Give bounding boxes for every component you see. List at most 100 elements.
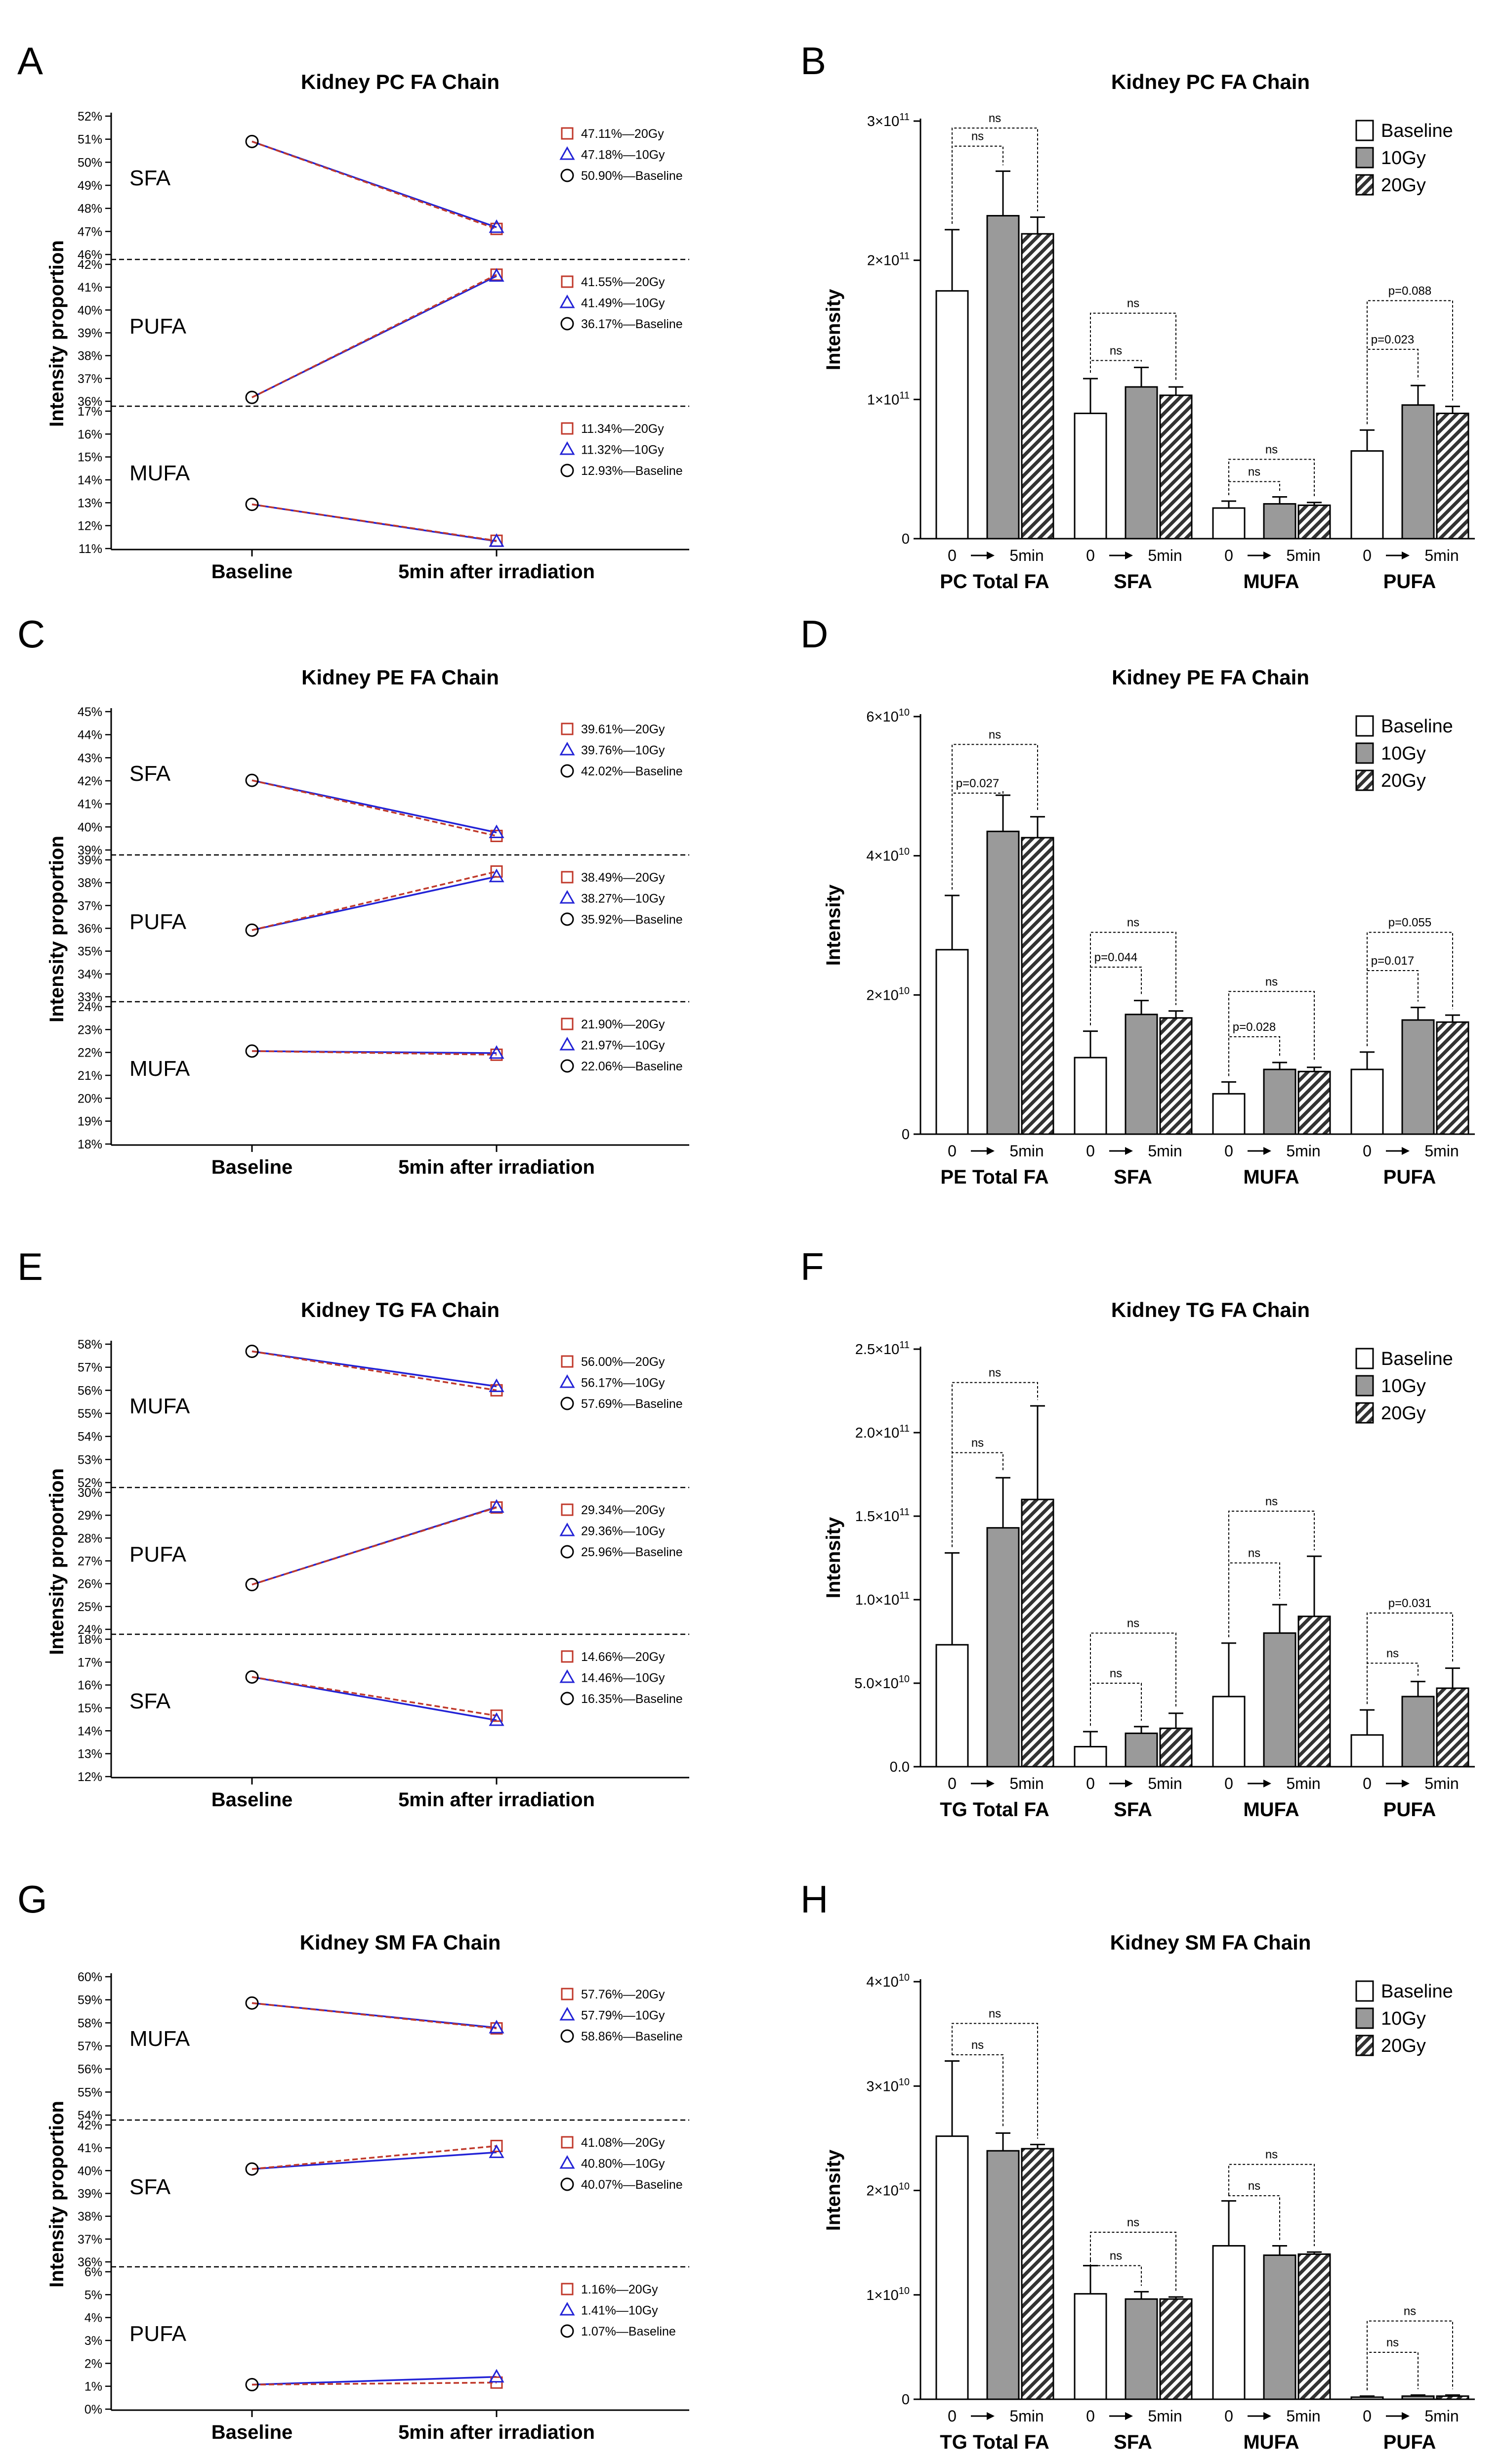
bar-20gy: [1297, 2253, 1331, 2400]
y-tick-label: 1.5×1011: [855, 1507, 910, 1525]
y-tick-exponent: 10: [899, 2286, 910, 2296]
bar-20gy: [1021, 1498, 1054, 1768]
series-line-10gy: [251, 875, 497, 931]
significance-bracket: [1367, 2351, 1419, 2390]
section-label: PUFA: [129, 2322, 187, 2346]
category-label: TG Total FA: [940, 1799, 1049, 1821]
panel-label-c: C: [17, 612, 45, 656]
bar-20gy: [1436, 413, 1469, 540]
legend-label: 56.00%—20Gy: [581, 1355, 665, 1369]
bar-baseline: [1212, 2245, 1246, 2400]
legend-label: 58.86%—Baseline: [581, 2030, 683, 2043]
data-point-10gy: [489, 1712, 504, 1726]
legend-label: 20Gy: [1381, 770, 1426, 791]
y-tick-label: 37%: [78, 372, 102, 386]
bar-baseline: [1074, 413, 1107, 540]
bar-20gy: [1436, 2395, 1469, 2400]
y-tick-label: 35%: [78, 945, 102, 959]
legend-swatch-baseline: [1355, 715, 1374, 737]
bar-group-2: 0 5min MUFA: [1212, 1062, 1331, 1188]
section-sfa: 52% 51% 50% 49% 48% 47% 46% SFA 47.11%—20Gy 47.18…: [78, 110, 683, 262]
bar-group-0: 0 5min TG Total FA: [935, 2060, 1054, 2453]
y-tick-mantissa: 1.5×10: [855, 1509, 900, 1525]
category-label: PE Total FA: [940, 1166, 1048, 1188]
legend-label: 10Gy: [1381, 2008, 1426, 2029]
legend-label: 20Gy: [1381, 2036, 1426, 2056]
legend: Baseline 10Gy 20Gy: [1355, 715, 1453, 791]
legend-marker-20gy: [561, 422, 574, 435]
data-point-baseline: [245, 1996, 259, 2010]
sub-label-5min: 5min: [1424, 2407, 1459, 2425]
y-axis-label: Intensity: [823, 2149, 844, 2231]
data-point-20gy: [490, 865, 503, 878]
y-tick-exponent: 10: [899, 1972, 910, 1983]
legend-marker-20gy: [561, 127, 574, 140]
legend: 41.08%—20Gy 40.80%—10Gy 40.07%—Baseline: [559, 2136, 683, 2192]
y-tick-label: 15%: [78, 451, 102, 465]
chart-title: Kidney TG FA Chain: [1111, 1298, 1310, 1321]
bar-10gy: [1401, 2395, 1435, 2400]
legend-marker-10gy: [559, 1669, 575, 1683]
legend-marker-baseline: [560, 317, 574, 331]
data-point-baseline: [245, 390, 259, 404]
y-tick-label: 49%: [78, 179, 102, 193]
legend-marker-10gy: [559, 146, 575, 160]
significance-label: ns: [1127, 1617, 1139, 1630]
bar-10gy: [1125, 1014, 1158, 1135]
series-line-20gy: [251, 2145, 497, 2170]
legend-marker-baseline: [560, 464, 574, 477]
chart-title: Kidney PC FA Chain: [301, 70, 500, 93]
sub-label-0: 0: [948, 547, 957, 564]
y-tick-mantissa: 2×10: [867, 253, 899, 269]
x-tick-label: Baseline: [211, 2422, 293, 2443]
significance-label: ns: [1110, 1667, 1122, 1680]
sub-label-5min: 5min: [1009, 1775, 1044, 1792]
bar-20gy: [1297, 1070, 1331, 1135]
significance-bracket: [1228, 481, 1280, 495]
data-point-baseline: [245, 134, 259, 148]
legend-label: 11.34%—20Gy: [581, 422, 664, 436]
y-tick-label: 39%: [78, 844, 102, 857]
arrow-head: [987, 2412, 995, 2420]
y-tick-exponent: 10: [899, 707, 910, 718]
sub-label-0: 0: [1363, 1775, 1372, 1792]
y-tick-label: 4×1010: [866, 1972, 910, 1990]
sub-label-5min: 5min: [1009, 2407, 1044, 2425]
bar-baseline: [1074, 1057, 1107, 1135]
y-tick-label: 2×1010: [866, 2181, 910, 2199]
sub-label-5min: 5min: [1286, 2407, 1320, 2425]
y-tick-label: 21%: [78, 1069, 102, 1083]
arrow-head: [1402, 1780, 1410, 1787]
legend: 21.90%—20Gy 21.97%—10Gy 22.06%—Baseline: [559, 1018, 683, 1073]
sub-label-5min: 5min: [1148, 2407, 1182, 2425]
significance-bracket: [952, 1382, 1038, 1547]
legend-marker-10gy: [559, 2006, 575, 2021]
arrow-head: [987, 552, 995, 559]
data-point-baseline: [245, 1044, 259, 1058]
legend: 41.55%—20Gy 41.49%—10Gy 36.17%—Baseline: [559, 275, 683, 331]
y-tick-label: 18%: [78, 1138, 102, 1151]
significance-bracket: [1228, 991, 1315, 1076]
significance-bracket: [1090, 932, 1176, 1025]
legend-label: 47.18%—10Gy: [581, 148, 665, 162]
y-tick-label: 36%: [78, 395, 102, 409]
sub-label-0: 0: [1086, 2407, 1095, 2425]
y-tick-label: 33%: [78, 990, 102, 1004]
legend-marker-10gy: [559, 741, 575, 756]
sub-label-5min: 5min: [1286, 1142, 1320, 1160]
significance-bracket: [952, 127, 1038, 224]
significance-label: ns: [1127, 916, 1139, 930]
y-tick-label: 5.0×1010: [854, 1674, 910, 1692]
y-tick-label: 40%: [78, 303, 102, 317]
sub-label-5min: 5min: [1286, 547, 1320, 564]
legend-marker-10gy: [559, 294, 575, 308]
section-label: MUFA: [129, 1394, 190, 1418]
significance-bracket: [952, 2023, 1038, 2139]
data-point-10gy: [489, 1045, 504, 1059]
y-tick-exponent: 11: [899, 1507, 910, 1518]
y-tick-label: 58%: [78, 1338, 102, 1352]
significance-label: ns: [971, 2039, 984, 2052]
significance-label: ns: [1110, 344, 1122, 357]
bar-group-2: 0 5min MUFA: [1212, 1555, 1331, 1821]
series-line-20gy: [251, 779, 497, 837]
